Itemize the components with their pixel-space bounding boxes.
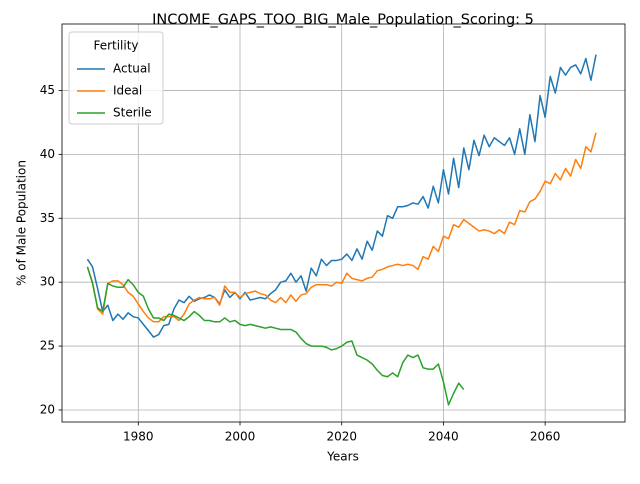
legend-label: Ideal [113, 84, 142, 98]
y-tick-label: 20 [40, 402, 55, 416]
chart-title: INCOME_GAPS_TOO_BIG_Male_Population_Scor… [152, 12, 534, 28]
legend-box [68, 31, 164, 125]
x-tick-label: 2040 [428, 430, 459, 444]
x-tick-label: 1980 [123, 430, 154, 444]
legend-title: Fertility [93, 39, 138, 53]
data-line [86, 54, 597, 338]
data-line [86, 132, 597, 323]
y-tick-label: 40 [40, 147, 55, 161]
data-line [86, 266, 465, 406]
legend-label: Actual [113, 62, 151, 76]
y-axis-label: % of Male Population [15, 160, 29, 286]
x-axis-label: Years [326, 450, 359, 464]
y-tick-label: 45 [40, 83, 55, 97]
y-tick-label: 25 [40, 339, 55, 353]
y-tick-label: 35 [40, 211, 55, 225]
axes-frame [61, 23, 626, 423]
x-tick-label: 2060 [530, 430, 561, 444]
x-tick-label: 2000 [225, 430, 256, 444]
legend-label: Sterile [113, 106, 152, 120]
x-tick-label: 2020 [326, 430, 357, 444]
y-tick-label: 30 [40, 275, 55, 289]
